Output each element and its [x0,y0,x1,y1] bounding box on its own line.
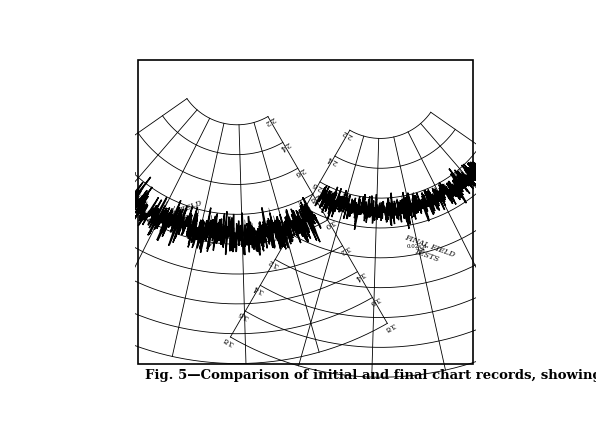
Text: 2.8: 2.8 [308,191,322,204]
Text: 0.02s.d.: 0.02s.d. [407,244,429,250]
Polygon shape [315,162,486,229]
Text: FINAL FIELD
TESTS: FINAL FIELD TESTS [401,234,456,268]
Text: 2.4: 2.4 [326,153,340,166]
Text: 3.6: 3.6 [237,308,250,321]
Text: 2.8: 2.8 [296,205,310,218]
Text: 3.8: 3.8 [383,321,396,333]
Text: 3.4: 3.4 [353,269,367,281]
Text: 3.0: 3.0 [323,217,337,230]
Polygon shape [0,99,387,364]
Text: 3.6: 3.6 [368,295,381,307]
Text: 3.2: 3.2 [338,243,352,256]
Text: 3.4: 3.4 [252,283,265,295]
Text: 2.6: 2.6 [311,179,325,192]
Text: 2.2: 2.2 [263,114,277,126]
Polygon shape [90,159,321,255]
Text: 0.02s.d.: 0.02s.d. [209,235,241,245]
Polygon shape [231,112,596,377]
Text: 3.8: 3.8 [222,334,235,347]
Text: 2.2: 2.2 [341,128,355,140]
Text: 2.6: 2.6 [293,166,307,178]
Text: 3.0: 3.0 [281,231,295,244]
Text: INITIAL FIELD
TESTS: INITIAL FIELD TESTS [145,199,206,235]
Text: Fig. 5—Comparison of initial and final chart records, showing extent of reductio: Fig. 5—Comparison of initial and final c… [145,369,596,382]
Text: 3.2: 3.2 [266,256,280,269]
Text: 2.4: 2.4 [278,140,292,152]
